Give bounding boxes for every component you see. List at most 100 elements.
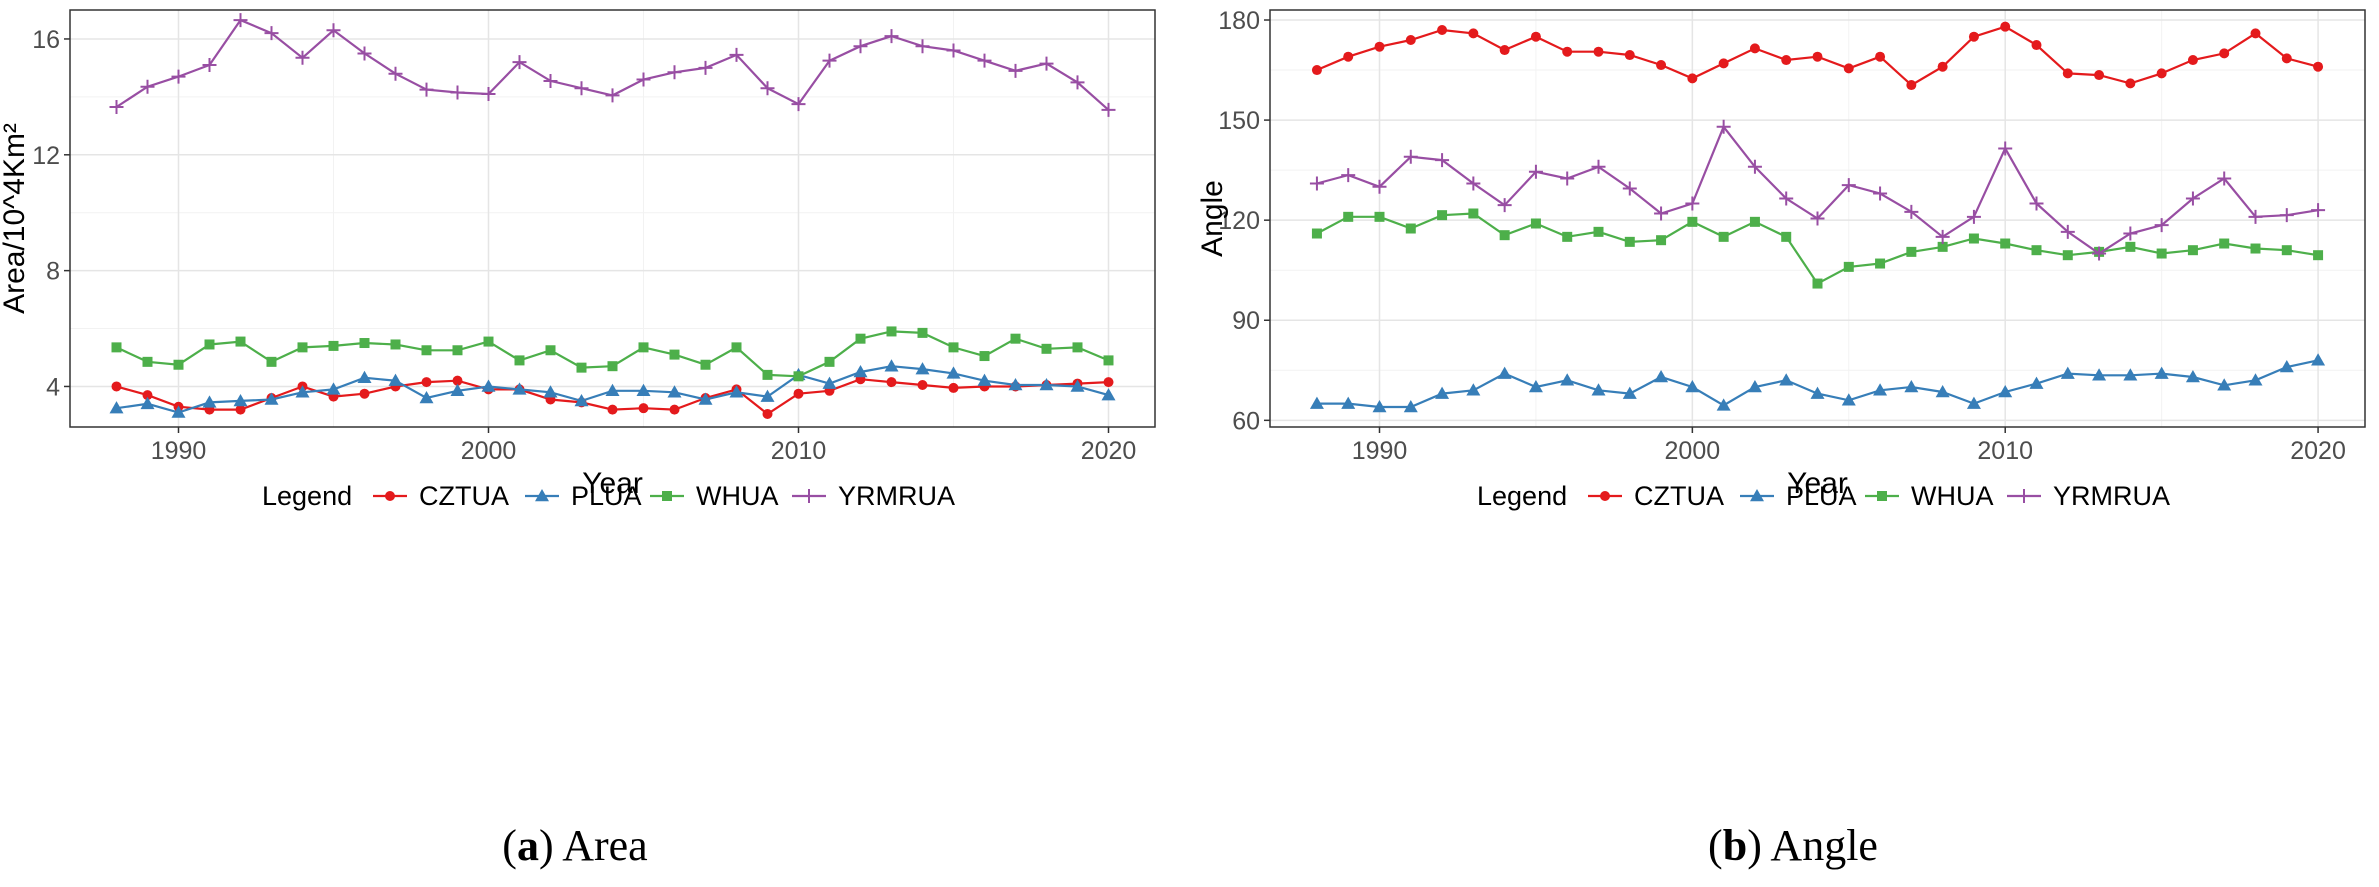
series-whua: [1311, 208, 2324, 289]
data-point: [2281, 53, 2292, 64]
data-point: [915, 39, 930, 54]
data-point: [1341, 396, 1356, 409]
data-point: [1687, 73, 1698, 84]
legend-item-cztua: CZTUA: [1588, 481, 1724, 511]
data-point: [1843, 63, 1854, 74]
data-point: [886, 377, 897, 388]
data-point: [1873, 383, 1888, 396]
data-point: [1781, 55, 1792, 66]
caption-paren-close: ): [1747, 821, 1770, 870]
data-point: [729, 47, 744, 62]
series-whua: [111, 326, 1114, 382]
series-cztua: [111, 374, 1114, 419]
data-point: [1906, 80, 1917, 91]
data-point: [946, 43, 961, 58]
data-point: [1718, 231, 1729, 242]
data-point: [1812, 51, 1823, 62]
data-point: [140, 396, 155, 410]
data-point: [2154, 366, 2169, 379]
x-axis-title: Year: [1787, 467, 1848, 500]
data-point: [357, 370, 372, 384]
data-point: [605, 88, 620, 103]
data-point: [669, 349, 680, 360]
data-point: [173, 359, 184, 370]
data-point: [1968, 233, 1979, 244]
data-point: [233, 393, 248, 407]
data-point: [421, 377, 432, 388]
angle-chart-panel: 1990 2000 2010 2020 60 90 120 150 180 Year Angle Le…: [1196, 7, 2366, 870]
data-point: [1810, 211, 1825, 226]
data-point: [1935, 384, 1950, 398]
data-point: [793, 388, 804, 399]
data-point: [2279, 359, 2294, 373]
data-point: [884, 359, 899, 372]
legend-label: YRMRUA: [2053, 481, 2170, 511]
data-point: [1039, 56, 1054, 71]
data-point: [202, 395, 217, 408]
data-point: [2185, 369, 2200, 383]
data-point: [574, 393, 589, 407]
y-tick-label: 12: [32, 142, 60, 170]
data-point: [886, 326, 897, 337]
data-point: [1343, 211, 1354, 222]
x-tick-label: 2000: [461, 437, 517, 465]
data-point: [1070, 75, 1085, 90]
data-point: [948, 342, 959, 353]
data-point: [2311, 353, 2326, 366]
caption-text: Area: [562, 821, 648, 870]
data-point: [1873, 186, 1888, 201]
legend-key-marker: [385, 491, 395, 501]
data-point: [545, 345, 556, 356]
data-point: [1343, 51, 1354, 62]
legend-item-yrmrua: YRMRUA: [2007, 481, 2170, 511]
data-point: [791, 97, 806, 112]
legend-key-marker: [535, 489, 549, 502]
data-point: [1403, 149, 1418, 164]
x-tick-label: 1990: [1352, 437, 1408, 465]
data-point: [853, 39, 868, 54]
data-point: [1810, 386, 1825, 399]
y-tick-label: 120: [1218, 207, 1260, 235]
data-point: [1435, 153, 1450, 168]
data-point: [2062, 250, 2073, 261]
data-point: [1591, 383, 1606, 396]
data-point: [1103, 355, 1114, 366]
data-point: [388, 373, 403, 386]
data-point: [512, 55, 527, 70]
y-tick-label: 16: [32, 26, 60, 54]
y-tick-label: 180: [1218, 7, 1260, 35]
data-point: [1593, 226, 1604, 237]
data-point: [822, 376, 837, 389]
data-point: [450, 85, 465, 100]
data-point: [2060, 224, 2075, 239]
data-point: [915, 362, 930, 375]
x-tick-label: 2020: [2290, 437, 2346, 465]
data-point: [1843, 261, 1854, 272]
caption-paren-open: (: [502, 821, 517, 870]
legend-label: WHUA: [1911, 481, 1994, 511]
series-line: [1316, 359, 2319, 409]
y-tick-label: 90: [1232, 307, 1260, 335]
legend-label: WHUA: [696, 481, 779, 511]
panel-caption: (a) Area: [502, 821, 647, 870]
legend-key-marker: [1750, 489, 1764, 502]
x-tick-label: 1990: [151, 437, 207, 465]
data-point: [667, 385, 682, 398]
data-point: [1937, 61, 1948, 72]
data-point: [1530, 31, 1541, 42]
data-point: [2219, 48, 2230, 59]
data-point: [1374, 211, 1385, 222]
data-point: [1747, 379, 1762, 393]
series-yrmrua: [1309, 119, 2326, 261]
data-point: [2281, 245, 2292, 256]
legend: Legend CZTUA PLUA WHUA YRMRUA: [262, 481, 955, 511]
data-point: [1749, 43, 1760, 54]
data-point: [1560, 171, 1575, 186]
data-point: [1654, 369, 1669, 383]
data-point: [1372, 179, 1387, 194]
y-tick-label: 150: [1218, 107, 1260, 135]
data-point: [359, 338, 370, 349]
legend-key-marker: [662, 491, 672, 501]
data-point: [1309, 396, 1324, 409]
